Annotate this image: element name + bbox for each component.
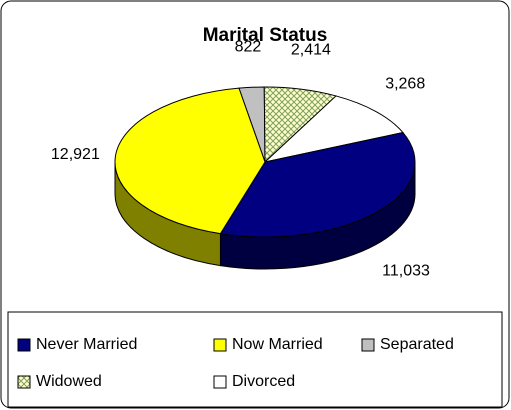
legend-label: Never Married — [36, 336, 137, 353]
data-label: 822 — [235, 39, 262, 56]
slice — [263, 95, 404, 163]
legend-label: Now Married — [232, 336, 323, 353]
data-label: 12,921 — [51, 146, 100, 163]
legend-label: Separated — [380, 336, 454, 353]
data-label: 2,414 — [291, 42, 331, 59]
chart-title: Marital Status — [203, 25, 328, 46]
legend-swatch — [361, 338, 375, 352]
legend-swatch — [17, 375, 31, 389]
legend-swatch — [17, 338, 31, 352]
slice — [114, 87, 266, 235]
legend-label: Widowed — [36, 373, 102, 390]
legend-swatch — [213, 375, 227, 389]
legend-label: Divorced — [232, 373, 295, 390]
legend-box — [7, 311, 503, 408]
slice — [219, 131, 416, 238]
data-label: 3,268 — [385, 76, 425, 93]
legend-swatch — [213, 338, 227, 352]
data-label: 11,033 — [382, 262, 430, 279]
